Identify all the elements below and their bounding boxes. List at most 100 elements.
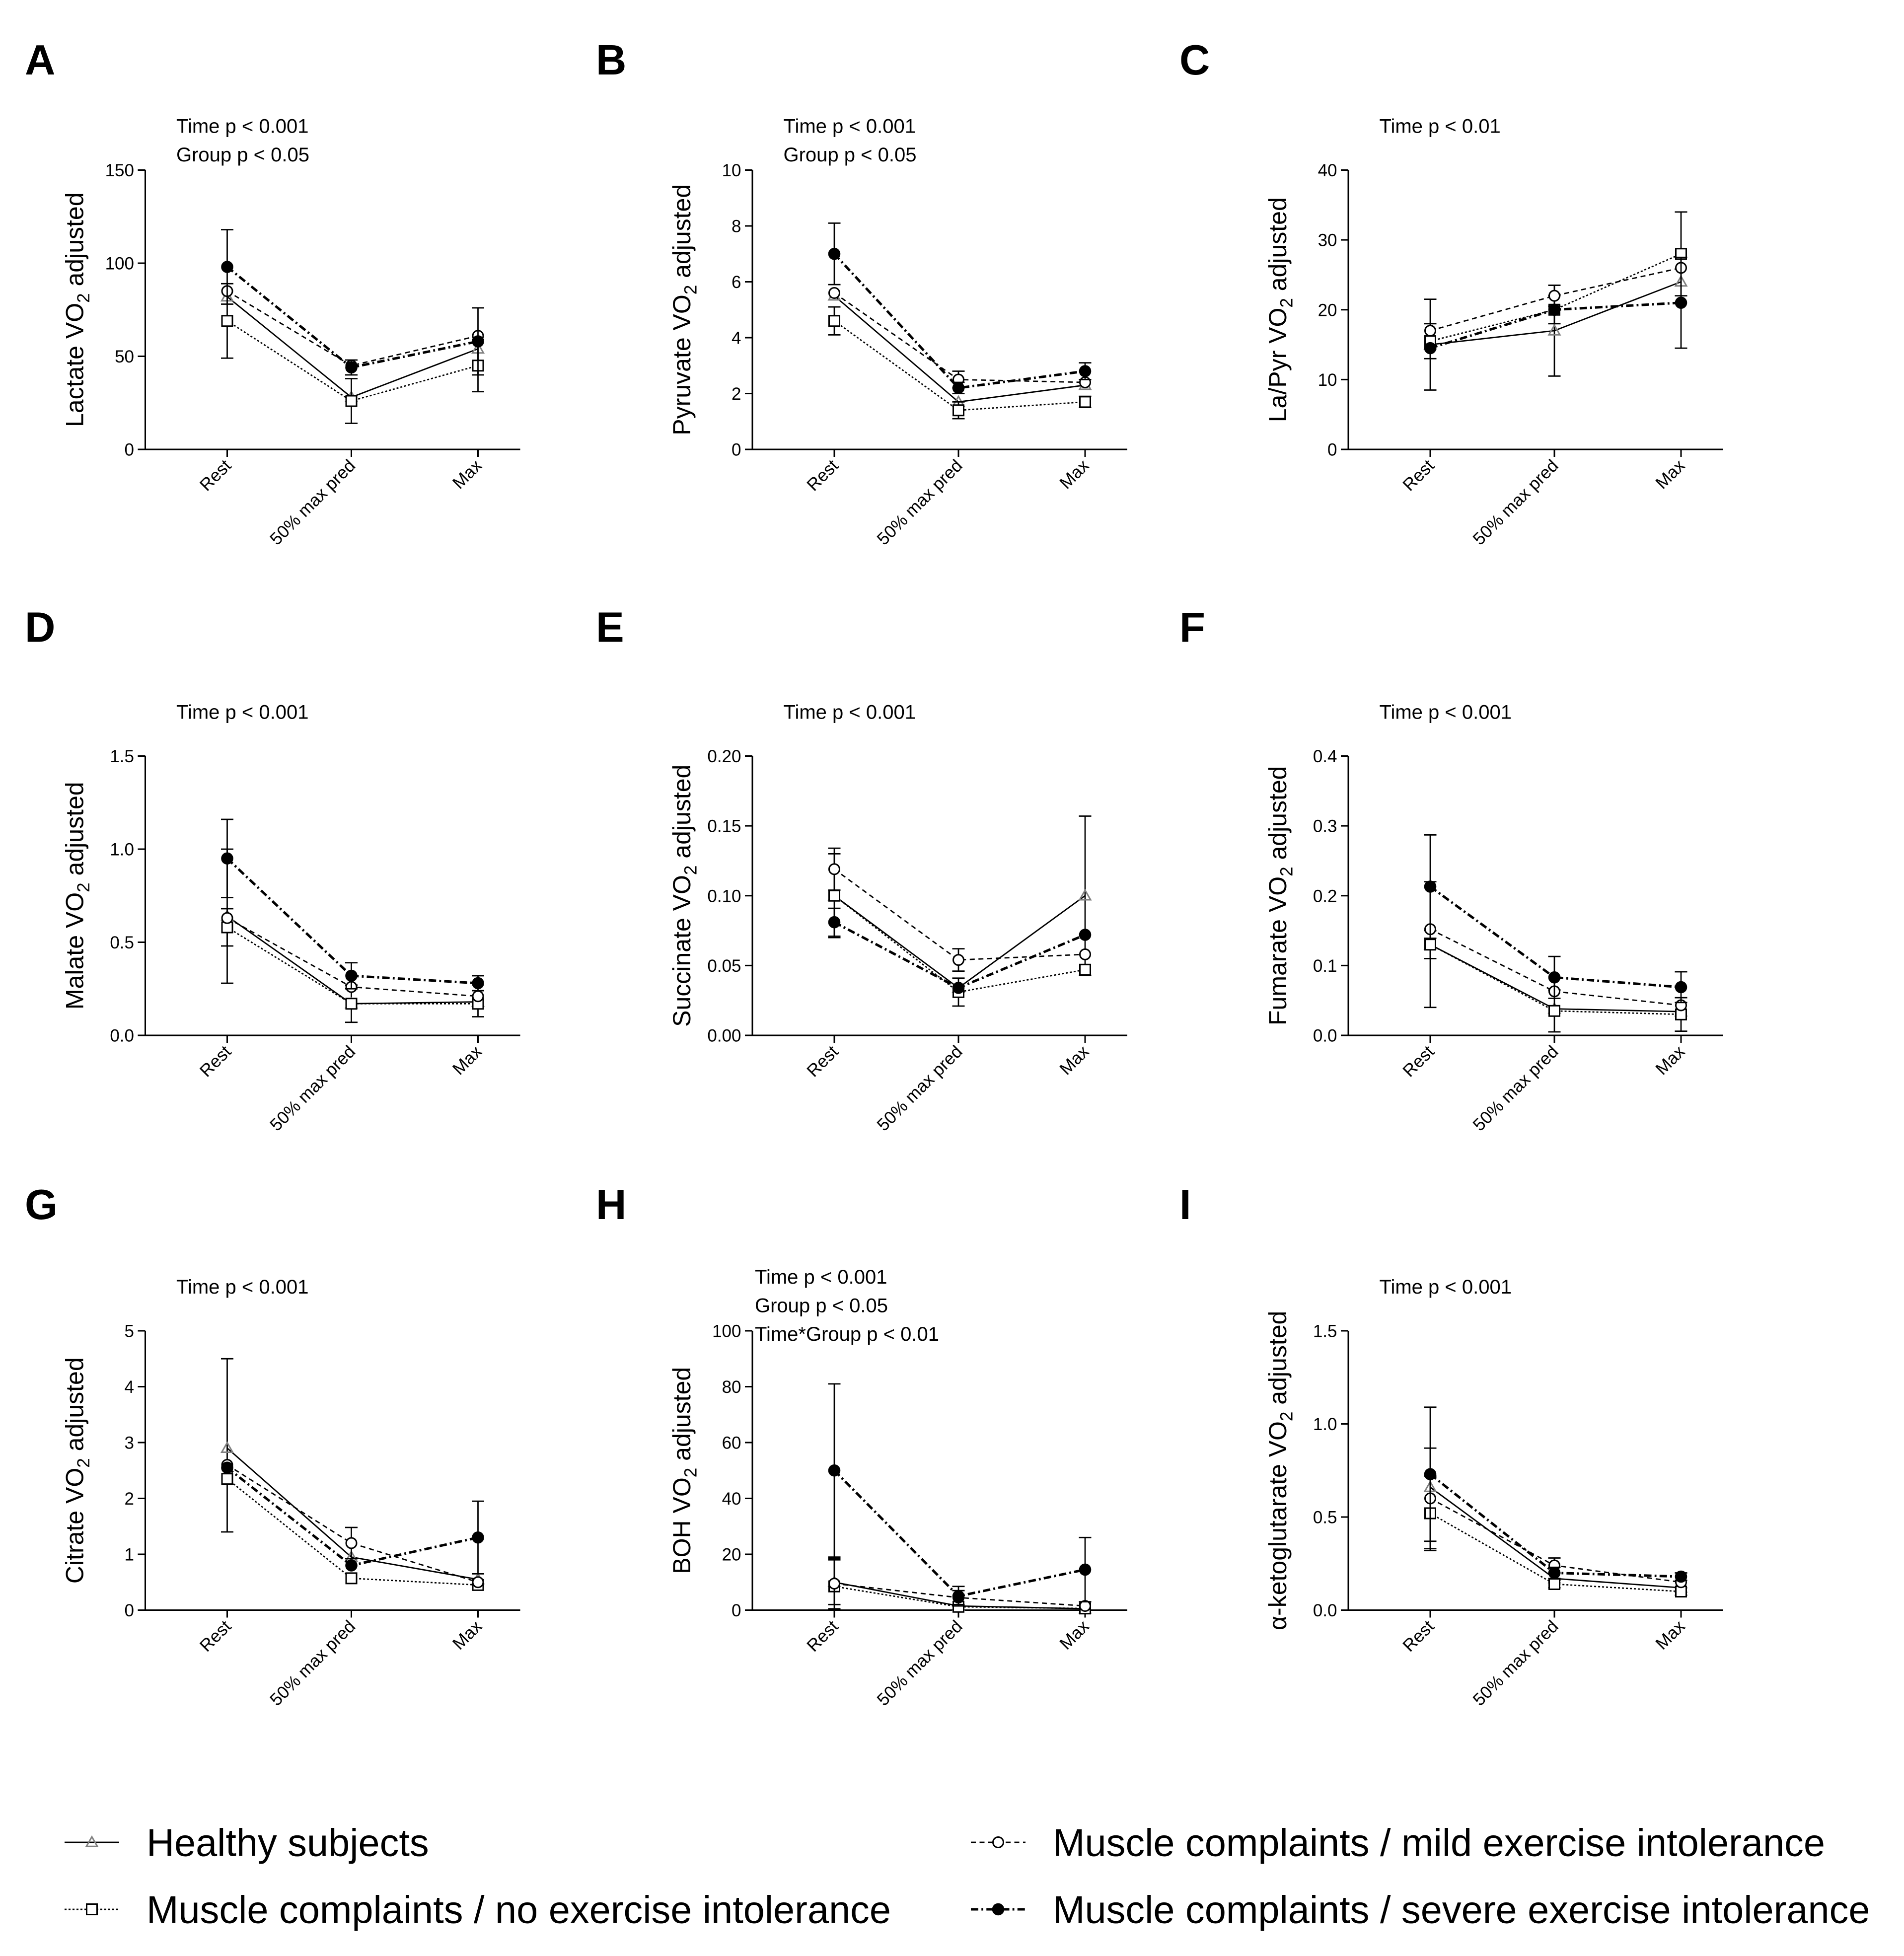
- y-tick-label: 0: [1327, 440, 1337, 460]
- series-line-mild: [226, 290, 478, 366]
- x-tick-label: 50% max pred: [1469, 1042, 1562, 1135]
- panel-h: H Time p < 0.001 Group p < 0.05 Time*Group …: [596, 1181, 1127, 1710]
- data-point-severe: [828, 916, 841, 929]
- x-tick-label: Max: [449, 1616, 486, 1654]
- y-tick-label: 60: [722, 1434, 741, 1453]
- y-axis-label-subscript: 2: [681, 1468, 701, 1477]
- data-point-severe: [1548, 1567, 1561, 1579]
- data-point-healthy: [1547, 323, 1561, 336]
- data-point-severe: [1675, 981, 1687, 994]
- x-tick-label: Max: [1652, 1042, 1689, 1079]
- y-axis-label: Pyruvate VO2 adjusted: [668, 184, 701, 435]
- data-point-severe: [952, 381, 965, 394]
- panel-g: G Time p < 0.001 0 1 2 3 4 5 Rest 50% max pred Max…: [25, 1181, 520, 1710]
- x-tick-label: Max: [1056, 456, 1093, 493]
- data-point-mild: [1548, 290, 1560, 302]
- y-tick-label: 20: [722, 1545, 741, 1565]
- y-axis-label-main: Pyruvate VO: [668, 294, 696, 435]
- y-tick-label: 0.2: [1313, 886, 1337, 906]
- series-line-severe: [226, 857, 478, 985]
- x-tick-label: Rest: [803, 1616, 842, 1656]
- panel-letter: B: [596, 37, 626, 84]
- y-axis-label-tail: adjusted: [1264, 197, 1292, 298]
- series-line-severe: [833, 253, 1086, 389]
- y-axis-label-main: α-ketoglutarate VO: [1264, 1421, 1292, 1630]
- series-line-none: [226, 927, 478, 1005]
- data-point-mild: [828, 1578, 840, 1590]
- x-tick-label: Max: [1056, 1042, 1093, 1079]
- x-tick-label: Rest: [1399, 1616, 1438, 1656]
- y-axis-label-subscript: 2: [681, 285, 701, 294]
- y-axis-label: Fumarate VO2 adjusted: [1264, 766, 1297, 1025]
- y-tick-label: 5: [125, 1322, 134, 1341]
- series-line-healthy: [226, 296, 478, 398]
- series-line-mild: [834, 292, 1086, 383]
- y-tick-label: 1.0: [1313, 1415, 1337, 1434]
- data-point-severe: [345, 1559, 358, 1572]
- stat-annotation: Time p < 0.001: [1380, 1276, 1512, 1298]
- y-tick-label: 0.5: [110, 933, 134, 952]
- series-line-none: [1430, 1513, 1682, 1593]
- x-tick-label: 50% max pred: [874, 1617, 966, 1710]
- panel-f: F Time p < 0.001 0.0 0.1 0.2 0.3 0.4 Rest 50% ma…: [1179, 604, 1723, 1135]
- series-line-none: [834, 320, 1086, 411]
- y-tick-label: 30: [1318, 231, 1337, 250]
- series-severe: [221, 1461, 484, 1575]
- panel-letter: E: [596, 604, 624, 652]
- y-axis-label-subscript: 2: [74, 293, 93, 302]
- data-point-severe: [345, 969, 358, 982]
- y-tick-label: 10: [1318, 370, 1337, 390]
- y-tick-label: 100: [712, 1322, 741, 1341]
- y-tick-label: 10: [722, 161, 741, 180]
- y-tick-label: 6: [732, 273, 741, 292]
- x-tick-label: Max: [1652, 1616, 1689, 1654]
- y-axis-label: Succinate VO2 adjusted: [668, 765, 701, 1027]
- data-point-none: [345, 998, 358, 1010]
- panel-letter: C: [1179, 37, 1210, 84]
- y-tick-label: 80: [722, 1377, 741, 1397]
- y-tick-label: 0.4: [1313, 747, 1337, 766]
- y-tick-label: 150: [105, 161, 134, 180]
- legend-label: Muscle complaints / mild exercise intole…: [1053, 1822, 1825, 1865]
- x-tick-label: Rest: [196, 456, 235, 495]
- series-line-severe: [1429, 885, 1682, 989]
- data-point-none: [828, 889, 840, 902]
- series-healthy: [220, 1358, 485, 1585]
- data-point-none: [345, 395, 358, 407]
- y-axis-label-main: Lactate VO: [61, 303, 89, 427]
- data-point-severe: [828, 1464, 841, 1477]
- data-point-mild: [1424, 324, 1436, 337]
- legend-label: Muscle complaints / severe exercise into…: [1053, 1889, 1870, 1932]
- x-tick-label: 50% max pred: [1469, 456, 1562, 549]
- data-point-healthy: [1078, 888, 1092, 901]
- series-mild: [828, 847, 1091, 972]
- series-line-mild: [834, 869, 1086, 961]
- data-point-severe: [472, 977, 484, 990]
- series-healthy: [220, 290, 485, 402]
- stat-annotation: Time p < 0.001: [176, 116, 308, 138]
- series-severe: [828, 222, 1092, 394]
- y-axis-label-main: Fumarate VO: [1264, 876, 1292, 1025]
- data-point-severe: [221, 261, 233, 273]
- series-severe: [221, 229, 484, 376]
- data-point-mild: [472, 1576, 484, 1589]
- series-mild: [221, 285, 484, 372]
- data-point-severe: [1548, 303, 1561, 316]
- y-axis-label-tail: adjusted: [61, 192, 89, 293]
- stat-annotation: Time p < 0.001: [1380, 702, 1512, 724]
- y-tick-label: 0.20: [707, 747, 741, 766]
- y-axis-label-tail: adjusted: [61, 782, 89, 882]
- data-point-none: [1079, 963, 1091, 976]
- legend-label: Healthy subjects: [146, 1822, 429, 1865]
- data-point-none: [828, 315, 840, 327]
- y-axis-label: Citrate VO2 adjusted: [61, 1357, 94, 1584]
- legend-marker: [86, 1903, 98, 1915]
- y-axis-label-main: Malate VO: [61, 892, 89, 1010]
- stat-annotation: Group p < 0.05: [784, 144, 917, 166]
- y-tick-label: 40: [722, 1489, 741, 1509]
- y-axis-label: Malate VO2 adjusted: [61, 782, 94, 1010]
- series-mild: [1424, 923, 1687, 1012]
- y-axis-label-subscript: 2: [1277, 1412, 1297, 1421]
- panel-a: A Time p < 0.001 Group p < 0.05 0 50 100 150 Re…: [25, 37, 520, 549]
